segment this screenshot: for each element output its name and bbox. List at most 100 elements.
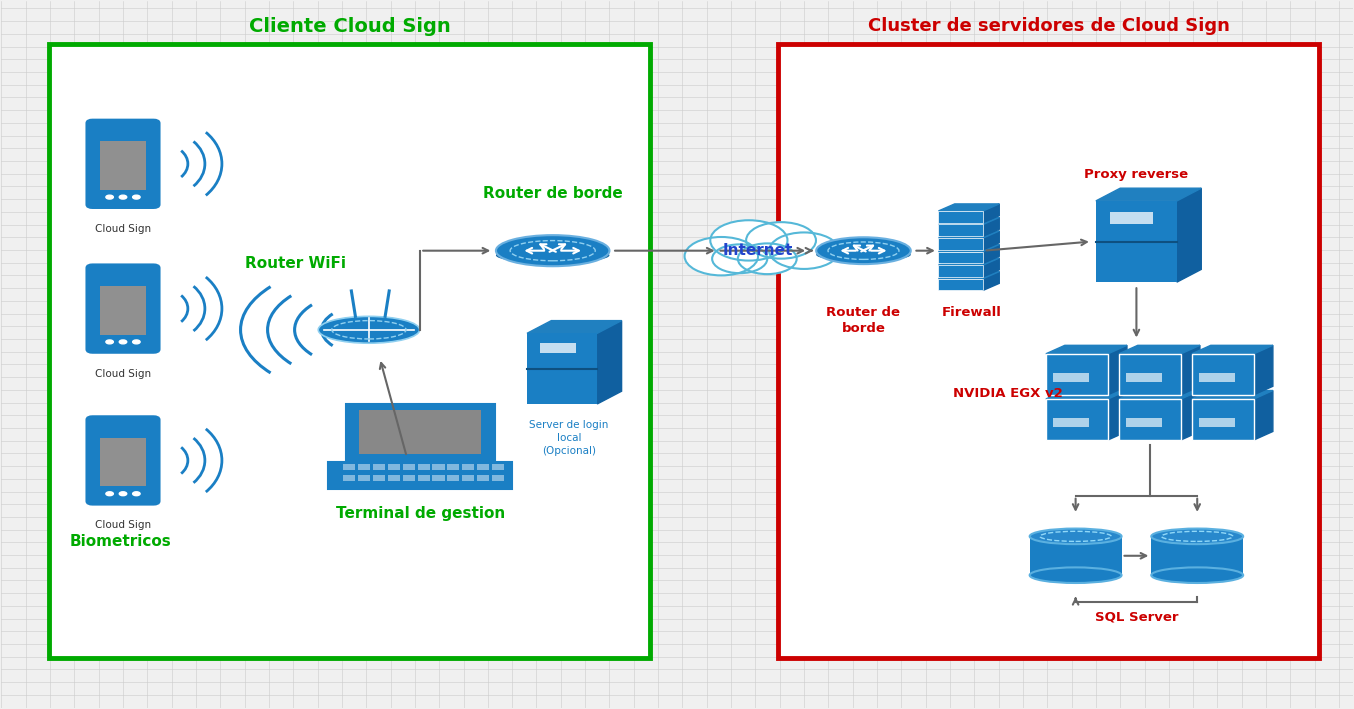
Circle shape: [119, 340, 127, 344]
Circle shape: [738, 243, 796, 274]
Circle shape: [133, 195, 139, 199]
Ellipse shape: [1151, 528, 1243, 544]
Text: Proxy reverse: Proxy reverse: [1085, 169, 1189, 182]
Bar: [344, 475, 355, 481]
Polygon shape: [938, 218, 999, 225]
Circle shape: [746, 222, 816, 259]
Circle shape: [685, 237, 758, 275]
Polygon shape: [1181, 345, 1200, 395]
Bar: [432, 464, 444, 469]
Bar: [357, 475, 370, 481]
Text: Cloud Sign: Cloud Sign: [95, 520, 152, 530]
Bar: [372, 475, 385, 481]
Circle shape: [711, 220, 788, 261]
Text: Internet: Internet: [723, 243, 793, 258]
Bar: [462, 475, 474, 481]
FancyBboxPatch shape: [87, 417, 158, 504]
Bar: [347, 404, 494, 460]
Bar: [938, 225, 983, 236]
Text: SQL Server: SQL Server: [1094, 610, 1178, 623]
Polygon shape: [1181, 391, 1200, 440]
Polygon shape: [938, 272, 999, 279]
Bar: [938, 279, 983, 291]
Bar: [938, 211, 983, 223]
Ellipse shape: [816, 248, 911, 262]
Text: Router WiFi: Router WiFi: [245, 256, 347, 271]
Polygon shape: [1108, 391, 1127, 440]
Circle shape: [133, 340, 139, 344]
Text: Cloud Sign: Cloud Sign: [95, 369, 152, 379]
Bar: [387, 475, 399, 481]
Circle shape: [119, 195, 127, 199]
Polygon shape: [938, 204, 999, 211]
Text: Router de borde: Router de borde: [483, 186, 623, 201]
Bar: [1127, 373, 1162, 381]
Bar: [1192, 399, 1254, 440]
Bar: [49, 44, 650, 658]
Polygon shape: [983, 245, 999, 263]
Bar: [492, 475, 504, 481]
Circle shape: [106, 195, 114, 199]
Bar: [779, 44, 1319, 658]
Text: Cloud Sign: Cloud Sign: [95, 224, 152, 234]
Circle shape: [106, 340, 114, 344]
Bar: [477, 464, 489, 469]
Bar: [344, 464, 355, 469]
Bar: [329, 462, 512, 489]
Ellipse shape: [1151, 567, 1243, 583]
Text: NVIDIA EGX v2: NVIDIA EGX v2: [953, 387, 1063, 400]
Ellipse shape: [1029, 528, 1121, 544]
FancyBboxPatch shape: [87, 121, 158, 207]
Bar: [1045, 399, 1108, 440]
Bar: [492, 464, 504, 469]
Bar: [447, 464, 459, 469]
Bar: [447, 475, 459, 481]
Bar: [938, 238, 983, 250]
Polygon shape: [938, 258, 999, 265]
Polygon shape: [1192, 345, 1273, 354]
Polygon shape: [597, 320, 621, 404]
Polygon shape: [938, 231, 999, 238]
Bar: [417, 464, 429, 469]
Bar: [1118, 354, 1181, 395]
Text: Cliente Cloud Sign: Cliente Cloud Sign: [249, 16, 451, 35]
Polygon shape: [983, 218, 999, 236]
Bar: [1127, 418, 1162, 427]
Bar: [1053, 418, 1090, 427]
Bar: [477, 475, 489, 481]
Bar: [1192, 354, 1254, 395]
Polygon shape: [1095, 188, 1201, 201]
Polygon shape: [1254, 345, 1273, 395]
Circle shape: [106, 492, 114, 496]
Polygon shape: [938, 245, 999, 252]
Polygon shape: [983, 231, 999, 250]
Bar: [387, 464, 399, 469]
Polygon shape: [527, 320, 621, 333]
Text: Cluster de servidores de Cloud Sign: Cluster de servidores de Cloud Sign: [868, 17, 1229, 35]
Bar: [462, 464, 474, 469]
Text: Firewall: Firewall: [941, 306, 1002, 320]
Ellipse shape: [1029, 567, 1121, 583]
Text: Router de
borde: Router de borde: [826, 306, 900, 335]
Text: Server de login
local
(Opcional): Server de login local (Opcional): [529, 420, 608, 456]
Bar: [1200, 418, 1235, 427]
Bar: [357, 464, 370, 469]
Polygon shape: [1118, 345, 1200, 354]
Bar: [1110, 212, 1152, 223]
Polygon shape: [1177, 188, 1201, 282]
Bar: [402, 464, 414, 469]
Polygon shape: [1118, 391, 1200, 399]
Circle shape: [119, 492, 127, 496]
Circle shape: [769, 233, 839, 269]
Polygon shape: [1192, 391, 1273, 399]
Bar: [1095, 201, 1177, 282]
Bar: [359, 411, 481, 454]
Bar: [372, 464, 385, 469]
Bar: [527, 333, 597, 404]
Polygon shape: [1108, 345, 1127, 395]
Polygon shape: [1254, 391, 1273, 440]
Bar: [938, 265, 983, 277]
Bar: [1045, 354, 1108, 395]
Ellipse shape: [496, 247, 609, 263]
Bar: [540, 343, 577, 353]
